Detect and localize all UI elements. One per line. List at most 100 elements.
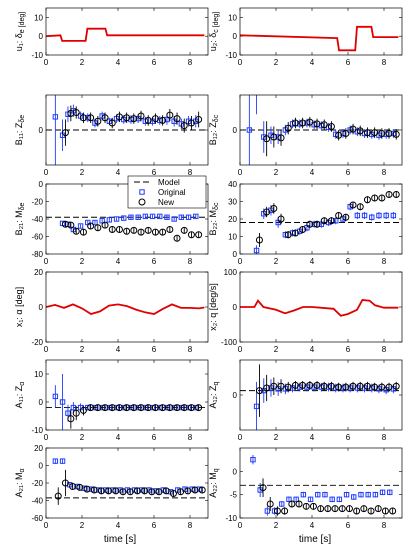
y-tick-label-b22: 20	[228, 215, 237, 224]
y-tick-label-b22: 30	[228, 198, 237, 207]
y-tick-label-a21: -60	[31, 514, 43, 523]
new-point	[105, 487, 113, 495]
new-point	[291, 229, 299, 237]
original-point	[246, 127, 253, 133]
axes-frame-u2	[239, 7, 403, 56]
new-point	[385, 130, 393, 137]
original-point	[286, 496, 292, 503]
original-point	[311, 221, 317, 227]
y-tick-label-a22: -5	[230, 491, 238, 500]
x-tick-label-a11: 6	[152, 433, 157, 442]
new-point	[306, 118, 314, 126]
new-point	[371, 129, 379, 137]
new-point	[79, 228, 87, 236]
y-tick-label-b21: -80	[31, 250, 43, 259]
panel-b21: -80 -60 -40 -20 0 0 2 4 6 8 B₂₁: Mδe	[14, 180, 209, 266]
axes-frame-b11	[45, 94, 209, 166]
original-point	[85, 404, 91, 411]
x-tick-label-a11: 0	[44, 433, 49, 442]
new-point	[166, 111, 174, 119]
original-point	[171, 216, 177, 222]
y-axis-label-b22: B₂₂: Mδc	[208, 202, 220, 235]
original-point	[171, 404, 177, 411]
plot-area-x1	[46, 303, 205, 315]
new-point	[270, 205, 278, 212]
original-point	[77, 223, 84, 229]
original-point	[365, 491, 371, 498]
new-point	[356, 382, 364, 390]
y-tick-label-x1: 20	[34, 268, 43, 277]
new-point	[137, 228, 145, 236]
x-tick-label-b22: 6	[346, 257, 351, 266]
axes-frame-a11	[45, 359, 209, 431]
new-point	[67, 415, 75, 423]
panel-b22: 0 10 20 30 40 0 2 4 6 8 B₂₂: Mδc	[208, 180, 403, 266]
original-point	[52, 393, 59, 400]
new-point	[284, 231, 292, 239]
x-tick-label-a21: 4	[116, 521, 121, 530]
new-point	[195, 231, 203, 239]
axes-frame-b21	[45, 183, 209, 255]
y-tick-label-a21: 0	[39, 462, 44, 471]
new-point	[277, 382, 285, 390]
original-point	[253, 95, 260, 96]
y-tick-label-a21: -20	[31, 479, 43, 488]
x-tick-label-x1: 4	[116, 345, 121, 354]
y-tick-label-a22: -10	[225, 514, 237, 523]
new-point	[320, 382, 328, 390]
new-point	[115, 113, 123, 121]
y-tick-label-b21: -40	[31, 215, 43, 224]
new-point	[342, 130, 350, 137]
x-tick-label-a21: 6	[152, 521, 157, 530]
x-tick-label-a11: 2	[80, 433, 85, 442]
new-point	[255, 236, 263, 244]
new-point	[173, 404, 181, 412]
new-point	[324, 505, 332, 513]
x-tick-label-a21: 2	[80, 521, 85, 530]
original-point	[59, 399, 66, 405]
new-point	[61, 220, 69, 228]
new-point	[133, 487, 141, 495]
x-tick-label-x1: 6	[152, 345, 157, 354]
x-tick-label-b22: 4	[310, 257, 315, 266]
new-point	[281, 507, 289, 515]
x-tick-label-a22: 2	[274, 521, 279, 530]
new-point	[130, 404, 138, 412]
new-point	[291, 119, 299, 127]
new-point	[61, 479, 69, 487]
new-point	[94, 117, 102, 125]
x-tick-label-b11: 8	[188, 168, 193, 177]
original-point	[361, 212, 368, 219]
new-point	[363, 382, 371, 390]
new-point	[94, 224, 102, 232]
x-tick-label-a22: 6	[346, 521, 351, 530]
x-tick-label-b12: 8	[382, 168, 387, 177]
legend-label-new: New	[158, 198, 174, 207]
new-point	[306, 381, 314, 389]
new-point	[69, 483, 77, 490]
original-point	[52, 114, 59, 120]
y-tick-label-b21: -20	[31, 198, 43, 207]
new-point	[61, 129, 69, 137]
new-point	[363, 129, 371, 137]
new-point	[360, 505, 368, 513]
original-point	[135, 214, 141, 220]
new-point	[392, 130, 400, 138]
new-point	[381, 507, 389, 515]
axes-frame-x2	[239, 271, 403, 343]
y-axis-label-x2: x₂: q [deg/s]	[208, 283, 218, 331]
y-axis-label-u1: u₁: δe [deg]	[14, 12, 26, 52]
signal-line-u1	[46, 27, 205, 42]
x-tick-label-x1: 8	[188, 345, 193, 354]
y-tick-label-b21: -60	[31, 233, 43, 242]
new-point	[338, 505, 346, 513]
legend-label-model: Model	[158, 178, 180, 187]
new-point	[108, 226, 116, 233]
x-tick-label-a22: 4	[310, 521, 315, 530]
original-point	[383, 212, 389, 219]
new-point	[331, 505, 339, 513]
new-point	[270, 382, 278, 390]
